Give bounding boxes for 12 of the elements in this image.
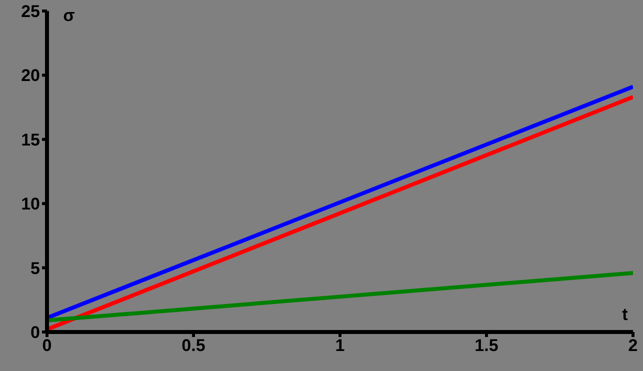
y-tick-label: 5 xyxy=(30,258,40,278)
y-tick-label: 0 xyxy=(30,323,40,342)
x-tick-label: 1.5 xyxy=(474,336,498,356)
y-axis-title: σ xyxy=(63,6,76,25)
y-tick-label: 20 xyxy=(21,66,40,86)
x-tick-label: 1 xyxy=(335,336,345,356)
x-tick-label: 0.5 xyxy=(182,336,206,356)
x-axis-title: t xyxy=(622,305,628,324)
y-tick-label: 15 xyxy=(21,130,40,150)
y-tick-label: 10 xyxy=(21,194,40,214)
y-tick-label: 25 xyxy=(21,2,40,22)
x-tick-label: 2 xyxy=(628,336,638,356)
